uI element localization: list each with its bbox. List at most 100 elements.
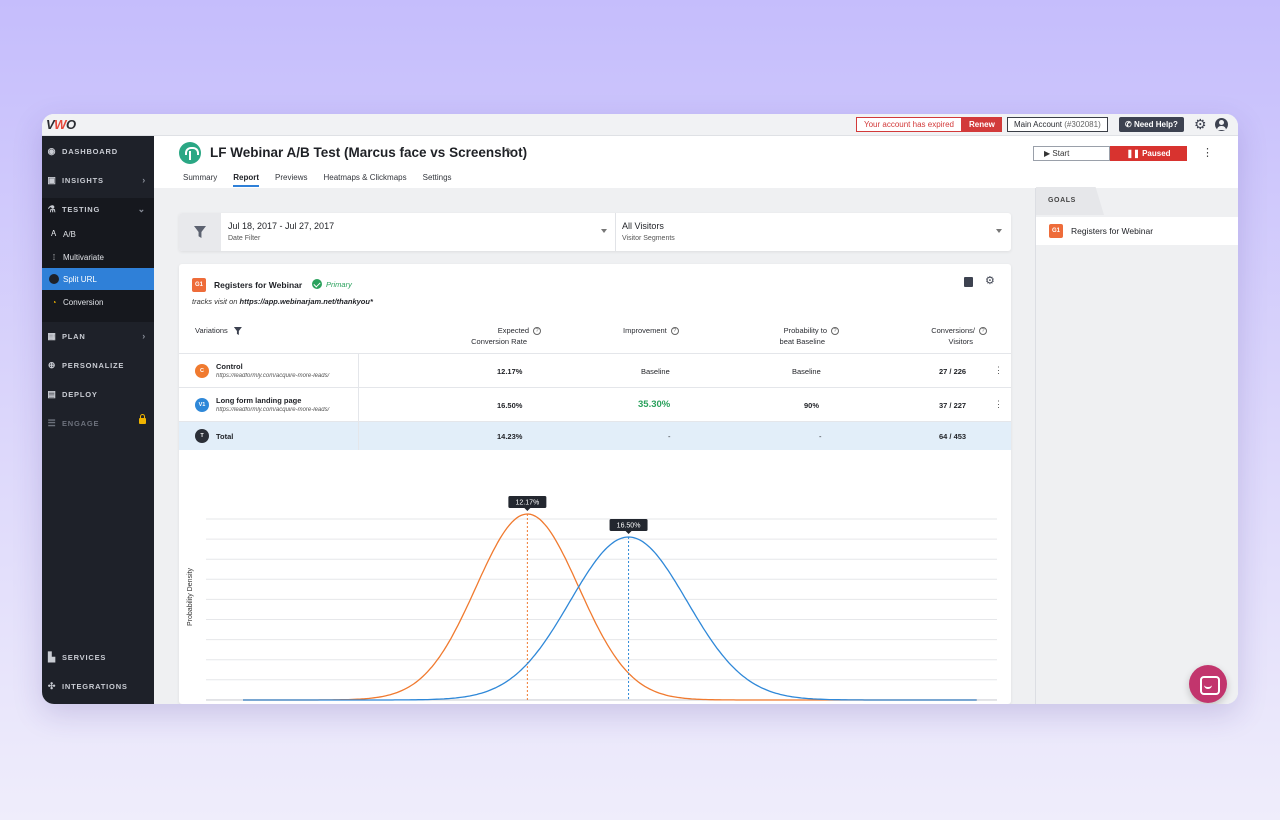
visitor-segment-filter[interactable]: All Visitors Visitor Segments bbox=[622, 221, 675, 242]
pencil-icon[interactable]: ✎ bbox=[505, 147, 514, 158]
pause-icon: ❚❚ bbox=[1126, 149, 1140, 158]
sidebar-item-label: INTEGRATIONS bbox=[62, 681, 128, 691]
sidebar-subitem-conversion[interactable]: ◔ Conversion bbox=[42, 291, 154, 313]
filter-button[interactable] bbox=[179, 213, 221, 251]
help-icon[interactable]: ? bbox=[979, 327, 987, 336]
goals-tab[interactable]: GOALS bbox=[1036, 187, 1090, 215]
account-label: Main Account bbox=[1014, 120, 1063, 129]
sidebar-subitem-multivariate[interactable]: ⁞ Multivariate bbox=[42, 246, 154, 268]
sidebar-subitem-ab[interactable]: Ꭺ A/B bbox=[42, 223, 154, 245]
probability-value: 90% bbox=[804, 401, 820, 410]
goal-item[interactable]: G1 Registers for Webinar bbox=[1036, 217, 1238, 245]
testing-section: ⚗ TESTING ⌄ Ꭺ A/B ⁞ Multivariate Split U… bbox=[42, 198, 154, 322]
divider bbox=[358, 388, 359, 421]
sidebar-item-label: PLAN bbox=[62, 331, 86, 341]
gear-icon[interactable]: ⚙ bbox=[1194, 116, 1207, 132]
total-probability: - bbox=[819, 432, 822, 441]
conversion-rate: 12.17% bbox=[497, 367, 523, 376]
services-icon: ▙ bbox=[48, 651, 56, 662]
variation-name[interactable]: Control bbox=[216, 362, 243, 371]
ab-icon: Ꭺ bbox=[51, 229, 57, 238]
tab-summary[interactable]: Summary bbox=[183, 173, 218, 182]
sidebar-item-personalize[interactable]: ⊕ PERSONALIZE bbox=[42, 354, 154, 376]
date-filter[interactable]: Jul 18, 2017 - Jul 27, 2017 Date Filter bbox=[228, 221, 334, 242]
subitem-label: A/B bbox=[63, 229, 76, 239]
date-filter-label: Date Filter bbox=[228, 235, 261, 242]
col-probability: Probability to? beat Baseline bbox=[759, 325, 839, 347]
sidebar-item-insights[interactable]: ▣ INSIGHTS › bbox=[42, 169, 154, 191]
density-curve bbox=[243, 513, 977, 701]
variation-url[interactable]: https://leadformly.com/acquire-more-lead… bbox=[216, 407, 330, 413]
vwo-logo[interactable]: VWO bbox=[46, 117, 76, 132]
table-row-total: T Total 14.23% - - 64 / 453 bbox=[179, 421, 1011, 450]
paused-label: Paused bbox=[1142, 149, 1171, 158]
divider bbox=[615, 213, 616, 251]
calendar-icon: ▦ bbox=[47, 330, 57, 341]
sidebar-item-engage[interactable]: ☰ ENGAGE bbox=[42, 412, 154, 434]
table-row[interactable]: V1 Long form landing page https://leadfo… bbox=[179, 387, 1011, 421]
sidebar-item-services[interactable]: ▙ SERVICES bbox=[42, 646, 154, 668]
sidebar-item-label: SERVICES bbox=[62, 652, 107, 662]
col-ecr-line1: Expected bbox=[497, 326, 529, 335]
mean-tooltip-arrow bbox=[524, 508, 531, 511]
insights-icon: ▣ bbox=[47, 174, 57, 185]
paused-button[interactable]: ❚❚ Paused bbox=[1110, 146, 1187, 161]
col-conversions: Conversions/? Visitors bbox=[909, 325, 987, 347]
start-button[interactable]: ▶ Start bbox=[1033, 146, 1110, 161]
caret-down-icon[interactable] bbox=[996, 229, 1002, 233]
primary-badge: Primary bbox=[312, 279, 352, 289]
engage-icon: ☰ bbox=[47, 417, 57, 428]
goal-badge: G1 bbox=[192, 278, 206, 292]
sidebar: ◉ DASHBOARD ▣ INSIGHTS › ⚗ TESTING ⌄ Ꭺ A… bbox=[42, 136, 154, 704]
caret-down-icon[interactable] bbox=[601, 229, 607, 233]
sidebar-subitem-split-url[interactable]: Split URL bbox=[42, 268, 154, 290]
col-variations-label: Variations bbox=[195, 326, 228, 335]
tab-settings[interactable]: Settings bbox=[422, 173, 452, 182]
col-prob-line2: beat Baseline bbox=[779, 337, 825, 346]
goal-report-card: G1 Registers for Webinar Primary tracks … bbox=[179, 264, 1011, 704]
tab-previews[interactable]: Previews bbox=[275, 173, 308, 182]
sidebar-item-dashboard[interactable]: ◉ DASHBOARD bbox=[42, 140, 154, 162]
split-url-test-icon bbox=[179, 142, 201, 164]
page-title: LF Webinar A/B Test (Marcus face vs Scre… bbox=[210, 145, 528, 160]
col-conv-line1: Conversions/ bbox=[931, 326, 975, 335]
table-row[interactable]: C Control https://leadformly.com/acquire… bbox=[179, 353, 1011, 387]
sidebar-item-plan[interactable]: ▦ PLAN › bbox=[42, 325, 154, 347]
chat-launcher-icon[interactable] bbox=[1189, 665, 1227, 703]
user-avatar-icon[interactable] bbox=[1215, 118, 1228, 131]
tab-report[interactable]: Report bbox=[233, 173, 260, 187]
col-ecr-line2: Conversion Rate bbox=[471, 337, 527, 346]
notes-icon[interactable] bbox=[964, 277, 973, 287]
renew-button[interactable]: Renew bbox=[962, 117, 1002, 132]
funnel-icon[interactable] bbox=[233, 327, 242, 336]
multivariate-icon: ⁞ bbox=[52, 252, 56, 262]
help-icon[interactable]: ? bbox=[831, 327, 839, 336]
goal-name: Registers for Webinar bbox=[1071, 226, 1154, 236]
sidebar-item-label: DEPLOY bbox=[62, 389, 98, 399]
tab-heatmaps[interactable]: Heatmaps & Clickmaps bbox=[323, 173, 407, 182]
sidebar-item-integrations[interactable]: ✣ INTEGRATIONS bbox=[42, 675, 154, 697]
primary-label: Primary bbox=[326, 279, 352, 289]
row-options-icon[interactable]: ⋮ bbox=[994, 399, 1003, 409]
col-variations: Variations bbox=[195, 325, 242, 336]
variation-url[interactable]: https://leadformly.com/acquire-more-lead… bbox=[216, 373, 330, 379]
gear-icon[interactable]: ⚙ bbox=[985, 275, 995, 287]
main-account-button[interactable]: Main Account (#302081) bbox=[1007, 117, 1108, 132]
segment-value: All Visitors bbox=[622, 221, 664, 231]
more-options-icon[interactable]: ⋮ bbox=[1202, 147, 1213, 159]
help-icon[interactable]: ? bbox=[533, 327, 541, 336]
tracks-prefix: tracks visit on bbox=[192, 297, 238, 306]
density-curves: 12.17% 16.50% bbox=[243, 496, 977, 701]
row-options-icon[interactable]: ⋮ bbox=[994, 365, 1003, 375]
chevron-right-icon: › bbox=[142, 175, 146, 185]
start-label: Start bbox=[1052, 149, 1070, 158]
help-icon[interactable]: ? bbox=[670, 327, 679, 336]
total-badge: T bbox=[195, 429, 209, 443]
need-help-button[interactable]: ✆ Need Help? bbox=[1119, 117, 1184, 132]
variation-name[interactable]: Long form landing page bbox=[216, 396, 302, 405]
col-improvement-label: Improvement bbox=[623, 326, 667, 335]
sidebar-item-deploy[interactable]: ▤ DEPLOY bbox=[42, 383, 154, 405]
tracks-url: https://app.webinarjam.net/thankyou* bbox=[239, 297, 373, 306]
sidebar-item-testing[interactable]: ⚗ TESTING ⌄ bbox=[42, 198, 154, 220]
dashboard-icon: ◉ bbox=[47, 145, 57, 156]
